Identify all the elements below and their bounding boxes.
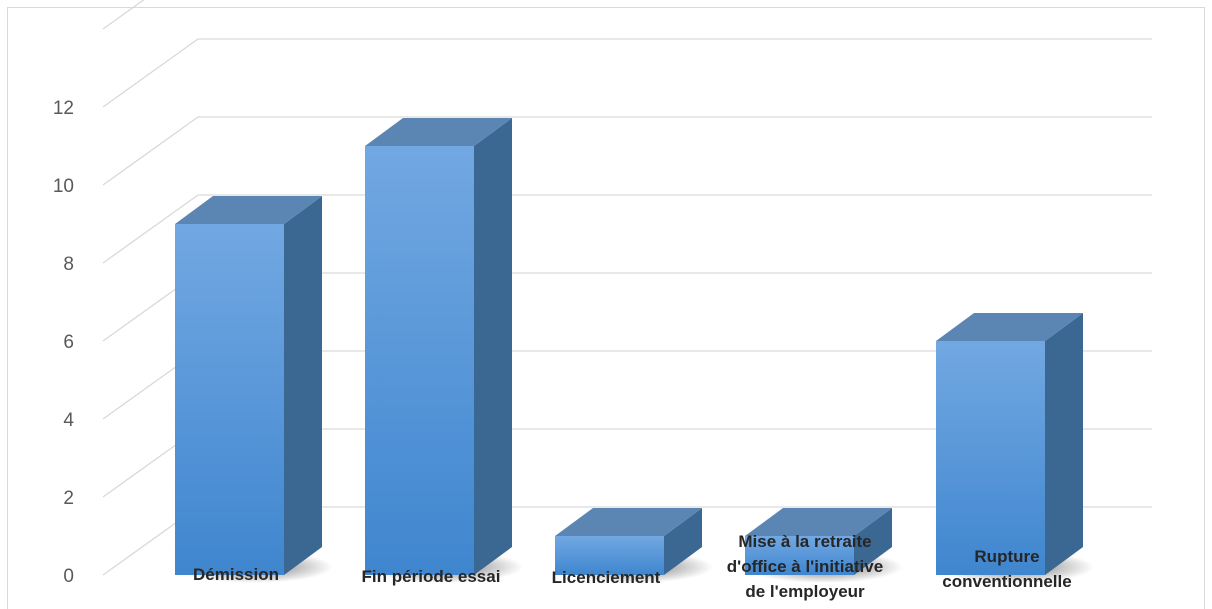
y-tick-label: 4 bbox=[63, 410, 74, 431]
bar-top bbox=[555, 508, 702, 536]
y-axis-ticks: 0 2 4 6 8 10 12 bbox=[53, 98, 75, 587]
bar-front bbox=[365, 146, 474, 575]
bar-side bbox=[854, 508, 892, 575]
grid-diagonal bbox=[102, 38, 199, 108]
bar-front bbox=[555, 536, 664, 575]
category-labels: Démission Fin période essai Licenciement Mi… bbox=[193, 532, 1072, 601]
bar bbox=[745, 508, 903, 583]
bar-front bbox=[936, 341, 1045, 575]
category-label-line: d'office à l'initiative bbox=[727, 557, 883, 576]
category-label-line: Mise à la retraite bbox=[738, 532, 871, 551]
category-label: Démission bbox=[193, 565, 279, 584]
grid-diagonal bbox=[102, 0, 145, 30]
category-label-line: Démission bbox=[193, 565, 279, 584]
category-label: Mise à la retraite d'office à l'initiativ… bbox=[727, 532, 883, 601]
category-label-line: de l'employeur bbox=[745, 582, 865, 601]
category-label-line: conventionnelle bbox=[942, 572, 1071, 591]
bar bbox=[936, 313, 1094, 583]
category-label: Fin période essai bbox=[362, 567, 501, 586]
y-tick-label: 8 bbox=[63, 254, 74, 275]
y-tick-label: 12 bbox=[53, 98, 74, 119]
grid-diagonal bbox=[102, 194, 199, 264]
bar-side bbox=[1045, 313, 1083, 575]
category-label: Licenciement bbox=[552, 568, 661, 587]
y-tick-label: 2 bbox=[63, 488, 74, 509]
y-tick-label: 0 bbox=[63, 566, 74, 587]
bar bbox=[555, 508, 713, 583]
bar-top bbox=[745, 508, 892, 536]
category-label-line: Fin période essai bbox=[362, 567, 501, 586]
category-label-line: Rupture bbox=[974, 547, 1039, 566]
bar-top bbox=[175, 196, 322, 224]
bar bbox=[365, 118, 523, 583]
y-tick-label: 6 bbox=[63, 332, 74, 353]
bar-front bbox=[175, 224, 284, 575]
bar-top bbox=[936, 313, 1083, 341]
bar-side bbox=[284, 196, 322, 575]
bar bbox=[175, 196, 333, 583]
y-tick-label: 10 bbox=[53, 176, 74, 197]
bar-side bbox=[664, 508, 702, 575]
bars bbox=[175, 118, 1094, 583]
grid-diagonal bbox=[102, 116, 199, 186]
bar-front bbox=[745, 536, 854, 575]
category-label: Rupture conventionnelle bbox=[942, 547, 1071, 591]
category-label-line: Licenciement bbox=[552, 568, 661, 587]
bar-top bbox=[365, 118, 512, 146]
bar-side bbox=[474, 118, 512, 575]
